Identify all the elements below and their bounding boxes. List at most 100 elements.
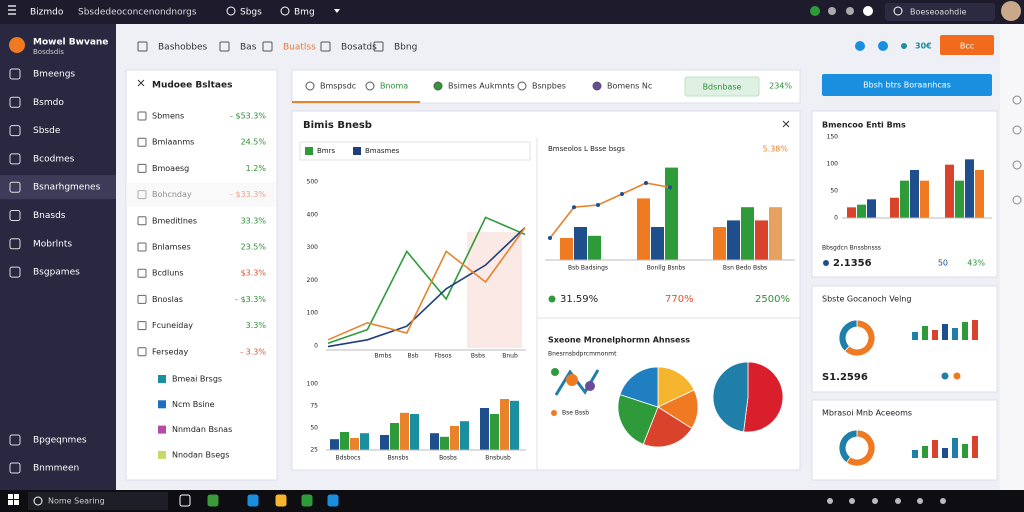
- icon: [855, 41, 865, 51]
- x-tick-label: Bsnsbs: [387, 455, 408, 462]
- bar: [922, 446, 928, 458]
- nav-item[interactable]: Bmeengs: [33, 70, 75, 80]
- nav-item[interactable]: Bcodmes: [33, 154, 75, 164]
- close-icon[interactable]: [782, 120, 790, 128]
- bar: [450, 426, 459, 450]
- nav-item[interactable]: Bnasds: [33, 211, 66, 221]
- tab[interactable]: Sbgs: [240, 8, 262, 18]
- y-tick-label: 400: [307, 211, 319, 218]
- caption: Bse Bssb: [562, 410, 589, 417]
- row-label[interactable]: Bnoslas: [152, 295, 183, 304]
- icon: [846, 7, 854, 15]
- row-label[interactable]: Bcdluns: [152, 269, 184, 278]
- pie-slice: [619, 366, 659, 408]
- row-label[interactable]: Sbmens: [152, 112, 184, 121]
- taskbar-app[interactable]: [247, 494, 259, 507]
- bar: [430, 433, 439, 450]
- primary-button[interactable]: [822, 74, 992, 96]
- bar: [922, 326, 928, 340]
- bar: [350, 438, 359, 450]
- nav-link[interactable]: Bosatds: [341, 43, 377, 53]
- bar: [340, 432, 349, 450]
- tab-button[interactable]: [684, 76, 760, 97]
- nav-item[interactable]: Bsgpames: [33, 268, 80, 278]
- avatar: [1001, 1, 1021, 21]
- menu-label[interactable]: Bizmdo: [30, 8, 64, 18]
- nav-link[interactable]: Bashobbes: [158, 43, 208, 53]
- row-label[interactable]: Fcuneiday: [152, 321, 193, 330]
- row-icon: [137, 137, 147, 147]
- stat: 31.59%: [560, 294, 598, 305]
- tab[interactable]: Bomens Nc: [607, 82, 652, 91]
- tab-icon: [280, 6, 290, 16]
- tab[interactable]: Bsimes Aukmnts: [448, 82, 515, 91]
- nav-item[interactable]: Bsnarhgmenes: [33, 183, 101, 193]
- tab-icon: [433, 81, 443, 91]
- row-icon: [137, 242, 147, 252]
- nav-item[interactable]: Bpgeqnmes: [33, 436, 87, 446]
- line-point: [644, 181, 648, 185]
- tab-icon: [517, 81, 527, 91]
- row-icon: [158, 375, 166, 383]
- nav-item[interactable]: Bnmmeen: [33, 464, 79, 474]
- nav-icon: [9, 68, 21, 80]
- x-tick-label: Bsb: [407, 353, 418, 360]
- tray-icon: [940, 498, 946, 504]
- row-label[interactable]: Bmeai Brsgs: [172, 375, 222, 384]
- bar: [480, 408, 489, 450]
- row-label[interactable]: Bmlaanms: [152, 138, 194, 147]
- row-label[interactable]: Ferseday: [152, 347, 188, 356]
- row-label[interactable]: Nnodan Bsegs: [172, 450, 229, 459]
- taskbar-app[interactable]: [207, 494, 219, 507]
- infographic: [566, 374, 578, 386]
- card-subtitle: Bnesrnsbdprcmmonmt: [548, 351, 617, 358]
- tab[interactable]: Bmspsdc: [320, 82, 356, 91]
- taskbar-app[interactable]: [275, 494, 287, 507]
- taskbar-app[interactable]: [301, 494, 313, 507]
- row-label[interactable]: Bmoaesg: [152, 164, 189, 173]
- button-label: Bdsnbase: [703, 83, 742, 92]
- tab[interactable]: Bsnpbes: [532, 82, 566, 91]
- bar: [900, 180, 909, 218]
- nav-icon: [9, 434, 21, 446]
- x-tick-label: Bmbs: [375, 353, 392, 360]
- icon: [878, 41, 888, 51]
- nav-link[interactable]: Buatlss: [283, 43, 316, 53]
- card-title: Bimis Bnesb: [303, 120, 372, 131]
- row-value: - 3.3%: [240, 347, 266, 356]
- stat: S1.2596: [822, 372, 868, 383]
- line-point: [668, 185, 672, 190]
- nav-item[interactable]: Bsmdo: [33, 98, 64, 108]
- x-tick-label: Bonllg Bsnbs: [647, 265, 686, 272]
- row-label[interactable]: Nnmdan Bsnas: [172, 425, 232, 434]
- nav-icon: [9, 125, 21, 137]
- list-panel: [125, 69, 278, 481]
- bar: [360, 433, 369, 450]
- row-icon: [158, 400, 166, 409]
- taskbar-app[interactable]: [179, 494, 191, 507]
- tab[interactable]: Bnoma: [380, 82, 408, 91]
- y-tick-label: 50: [310, 425, 318, 432]
- row-label[interactable]: Bmeditlnes: [152, 216, 197, 225]
- row-label[interactable]: Ncm Bsine: [172, 400, 215, 409]
- nav-icon: [320, 41, 331, 52]
- x-tick-label: Bnub: [502, 353, 518, 360]
- row-value: - $3.3%: [235, 295, 266, 304]
- bar: [460, 421, 469, 450]
- row-label[interactable]: Bnlamses: [152, 243, 191, 252]
- card: [811, 399, 998, 481]
- row-value: 23.5%: [241, 243, 267, 252]
- search-box[interactable]: [885, 3, 995, 21]
- nav-item[interactable]: Sbsde: [33, 126, 61, 136]
- y-tick-label: 100: [307, 310, 319, 317]
- nav-item[interactable]: Mobrlnts: [33, 239, 72, 249]
- row-value: 3.3%: [246, 321, 267, 330]
- nav-link[interactable]: Bbng: [394, 43, 417, 53]
- taskbar-search[interactable]: [28, 492, 168, 510]
- nav-link[interactable]: Bas: [240, 43, 257, 53]
- taskbar-app[interactable]: [327, 494, 339, 507]
- header-button[interactable]: [940, 35, 994, 55]
- dropdown: [334, 9, 340, 13]
- bar: [955, 180, 964, 218]
- tab[interactable]: Bmg: [294, 8, 315, 18]
